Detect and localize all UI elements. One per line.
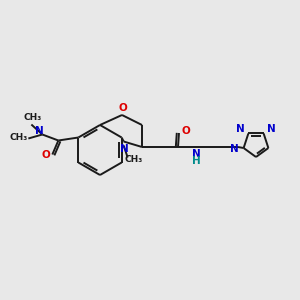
Text: CH₃: CH₃ bbox=[124, 155, 143, 164]
Text: CH₃: CH₃ bbox=[23, 113, 41, 122]
Text: O: O bbox=[182, 126, 190, 136]
Text: N: N bbox=[236, 124, 245, 134]
Text: O: O bbox=[118, 103, 127, 113]
Text: H: H bbox=[192, 156, 200, 166]
Text: N: N bbox=[192, 149, 200, 159]
Text: N: N bbox=[230, 144, 239, 154]
Text: O: O bbox=[42, 151, 51, 160]
Text: N: N bbox=[120, 143, 129, 154]
Text: N: N bbox=[35, 125, 44, 136]
Text: N: N bbox=[267, 124, 276, 134]
Text: CH₃: CH₃ bbox=[9, 133, 28, 142]
